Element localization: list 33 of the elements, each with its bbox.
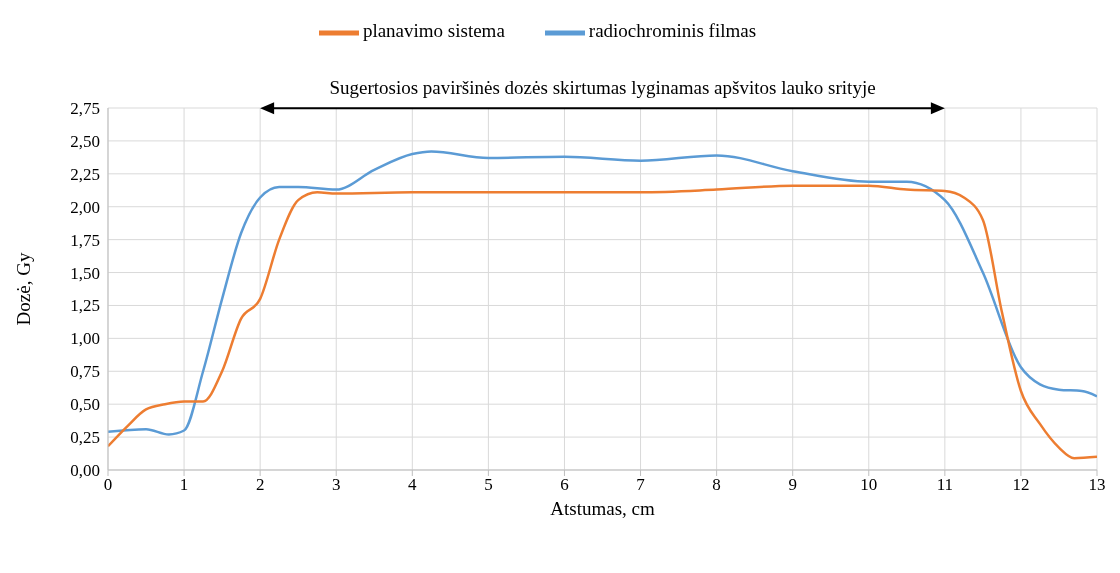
y-tick-label: 1,50 [70,263,100,283]
y-tick-label: 1,75 [70,230,100,250]
x-tick-label: 4 [408,475,418,495]
y-tick-label: 0,75 [70,362,100,382]
x-tick-label: 2 [255,475,265,495]
y-tick-label: 2,50 [70,131,100,151]
x-tick-label: 7 [636,475,646,495]
y-tick-label: 1,00 [70,329,100,349]
x-tick-label: 12 [1012,475,1030,495]
x-tick-label: 13 [1088,475,1106,495]
y-axis-title: Dozė, Gy [12,252,34,326]
x-axis-title: Atstumas, cm [550,498,655,519]
line-series [108,184,1097,460]
x-tick-label: 0 [103,475,113,495]
y-tick-label: 0,25 [70,428,100,448]
x-tick-label: 1 [179,475,189,495]
x-tick-label: 3 [331,475,341,495]
y-tick-label: 0,00 [70,461,100,481]
legend-label: planavimo sistema [362,20,505,42]
x-tick-label: 9 [788,475,797,495]
x-tick-label: 10 [860,475,878,495]
y-tick-label: 2,00 [70,197,100,217]
line-series [108,150,1097,436]
y-tick-label: 2,25 [70,164,100,184]
text: Sugertosios paviršinės dozės skirtumas lyginamas apšvitos lauko srityje [329,77,876,99]
y-tick-label: 2,75 [70,99,100,119]
y-tick-label: 0,50 [70,395,100,415]
x-tick-label: 11 [936,475,954,495]
x-tick-label: 6 [560,475,569,495]
x-tick-label: 8 [712,475,721,495]
x-tick-label: 5 [484,475,493,495]
y-tick-label: 1,25 [70,296,100,316]
legend-label: radiochrominis filmas [588,20,757,42]
